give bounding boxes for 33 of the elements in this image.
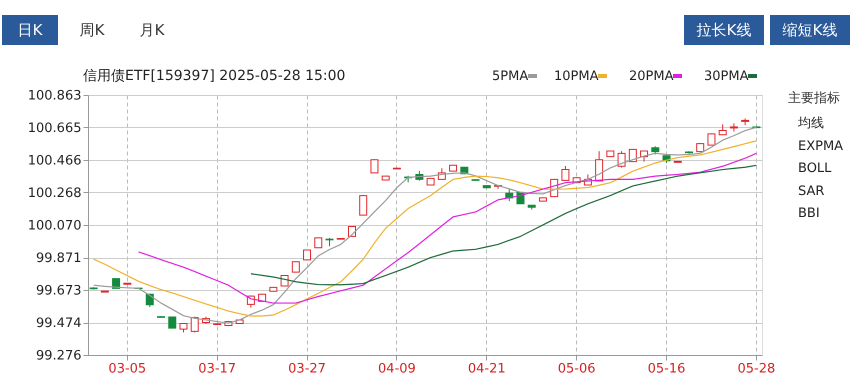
x-tick-label: 04-21 (468, 362, 506, 376)
x-tick-label: 03-05 (108, 362, 146, 376)
text: BBI (798, 206, 820, 221)
x-tick-label: 03-17 (198, 362, 236, 376)
text: 周K (80, 21, 106, 39)
x-tick-label: 05-06 (558, 362, 596, 376)
text: 日K (18, 21, 44, 39)
legend-label: 30PMA (704, 69, 749, 84)
y-tick-label: 100.665 (28, 120, 82, 136)
x-tick-label: 04-09 (378, 362, 416, 376)
y-tick-label: 100.466 (28, 154, 82, 169)
chart-title: 信用债ETF[159397] 2025-05-28 15:00 (83, 68, 346, 84)
text: 缩短K线 (782, 21, 838, 39)
y-tick-label: 99.673 (36, 283, 82, 298)
y-tick-label: 99.871 (36, 251, 82, 266)
y-tick-label: 100.070 (28, 218, 82, 234)
x-tick-label: 03-27 (288, 362, 326, 376)
text: BOLL (798, 161, 832, 176)
x-tick-label: 05-16 (648, 362, 686, 376)
y-tick-label: 99.474 (36, 316, 82, 332)
y-tick-label: 99.276 (36, 348, 82, 364)
text: SAR (798, 184, 824, 199)
x-tick-label: 05-28 (737, 362, 776, 376)
text: EXPMA (798, 139, 844, 154)
y-tick-label: 100.863 (28, 88, 82, 104)
legend-label: 5PMA (492, 69, 528, 84)
text: 拉长K线 (696, 21, 752, 39)
legend-label: 10PMA (554, 69, 599, 84)
text: 月K (140, 21, 166, 39)
y-tick-label: 100.268 (28, 186, 82, 201)
legend-label: 20PMA (629, 69, 674, 84)
text: 均线 (797, 116, 824, 131)
text: 主要指标 (788, 90, 840, 106)
